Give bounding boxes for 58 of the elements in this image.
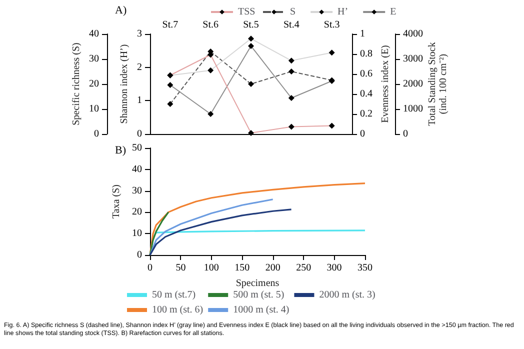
y-tick-label: 20: [132, 206, 142, 218]
y-axis-title: Taxa (S): [111, 184, 122, 219]
y-tick-label: 2000: [403, 78, 423, 90]
x-tick-label: St.6: [202, 20, 219, 30]
y-tick-label: 10: [132, 228, 142, 240]
y-axis-title: Specific richness (S): [71, 42, 82, 126]
y-tick-label: 4000: [403, 28, 423, 40]
chart-title: A): [115, 4, 127, 16]
y-tick-label: 3000: [403, 54, 423, 64]
x-tick-label: St.5: [243, 20, 259, 30]
y-tick-label: 40: [89, 28, 99, 40]
line-series: [149, 198, 274, 256]
legend-label: TSS: [238, 6, 256, 18]
y3-axis-title: Evenness index (E): [380, 45, 391, 123]
y-tick-label: 50: [132, 142, 142, 154]
y3-tick-label: 1: [360, 28, 365, 40]
line-series: [149, 208, 292, 256]
x-tick-label: 0: [148, 262, 152, 274]
y3-tick-label: 0: [360, 128, 365, 140]
x-tick-label: St.4: [283, 20, 300, 30]
legend-label: 100 m (st. 6): [152, 304, 204, 316]
y-tick-label: 0: [137, 250, 142, 260]
y3-tick-label: 0.2: [360, 108, 372, 120]
legend-label: S: [290, 6, 296, 18]
x-tick-label: 300: [326, 262, 342, 274]
y3-tick-label: 0.8: [360, 48, 372, 60]
y2-tick-label: 1: [137, 95, 142, 106]
line-series: [149, 211, 170, 256]
y2-tick-label: 2: [137, 62, 142, 73]
y-tick-label: 30: [132, 185, 142, 196]
chart-title: B): [115, 144, 126, 156]
y-tick-label: 1000: [403, 104, 423, 114]
y2-axis-title: Shannon index (H’): [119, 44, 130, 124]
y-tick-label: 40: [132, 164, 142, 175]
y2-tick-label: 3: [137, 28, 142, 40]
y-tick-label: 20: [89, 78, 99, 90]
legend-label: H’: [338, 6, 348, 18]
y3-tick-label: 0.6: [360, 68, 372, 80]
x-tick-label: St.7: [162, 20, 178, 30]
y-tick-label: 30: [89, 54, 99, 64]
y-tick-label: 10: [89, 104, 99, 114]
x-tick-label: 200: [265, 262, 280, 274]
y-tick-label: 0: [94, 128, 99, 140]
x-tick-label: 100: [204, 262, 219, 274]
y3-tick-label: 0.4: [360, 88, 372, 100]
y-axis-title: Total Standing Stock (ind. 100 cm⁻²): [427, 42, 449, 126]
x-tick-label: 150: [234, 262, 250, 274]
legend-label: 50 m (st.7): [152, 290, 196, 300]
x-axis-title: Specimens: [236, 278, 280, 289]
y-tick-label: 0: [403, 128, 408, 140]
x-tick-label: 250: [296, 262, 312, 274]
legend-label: 1000 m (st. 4): [233, 304, 290, 316]
x-tick-label: St.3: [324, 20, 340, 30]
legend-label: E: [390, 6, 396, 18]
x-tick-label: 50: [176, 262, 186, 274]
legend-label: 2000 m (st. 3): [319, 290, 376, 300]
x-tick-label: 350: [358, 262, 372, 274]
legend-label: 500 m (st. 5): [233, 290, 284, 300]
